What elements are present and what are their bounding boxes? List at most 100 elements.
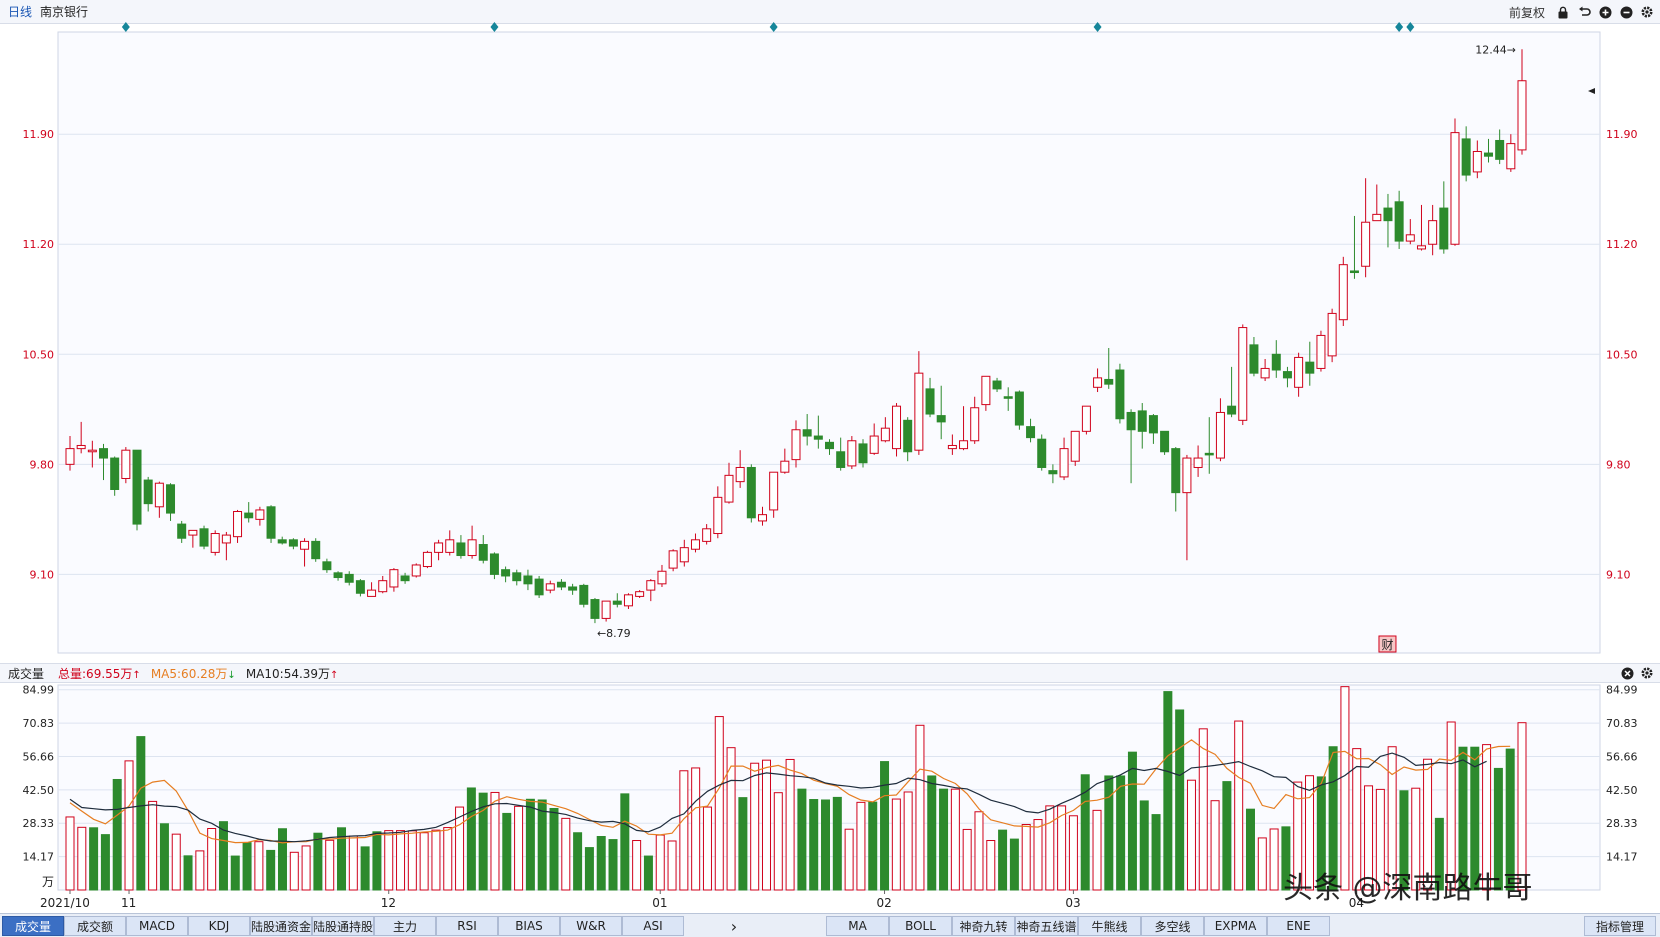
candle-body bbox=[523, 575, 533, 585]
candle-body bbox=[456, 542, 466, 557]
price-axis-label-left: 10.50 bbox=[23, 348, 55, 361]
volume-axis-label-right: 14.17 bbox=[1606, 851, 1638, 864]
candle-body bbox=[556, 581, 566, 588]
price-axis-label-right: 10.50 bbox=[1606, 348, 1638, 361]
volume-bar bbox=[419, 832, 429, 891]
candle-body bbox=[590, 599, 600, 619]
candle-body bbox=[121, 449, 131, 479]
volume-axis-label-left: 14.17 bbox=[23, 851, 55, 864]
chart-header: 日线 南京银行 前复权 bbox=[0, 0, 1660, 24]
candle-body bbox=[1215, 411, 1225, 459]
indicator-tab[interactable]: 成交额 bbox=[64, 916, 126, 936]
financial-report-marker bbox=[1378, 635, 1397, 653]
candle-body bbox=[478, 544, 488, 561]
volume-axis-label-right: 56.66 bbox=[1606, 750, 1638, 763]
overlay-tab[interactable]: MA bbox=[826, 916, 889, 936]
candle-body bbox=[1238, 327, 1248, 421]
current-price-pointer-icon bbox=[1588, 88, 1595, 94]
gear-icon[interactable] bbox=[1640, 666, 1654, 680]
candle-body bbox=[154, 482, 164, 508]
volume-bar bbox=[1352, 748, 1362, 891]
undo-icon[interactable] bbox=[1577, 5, 1591, 19]
x-axis-date-label: 04 bbox=[1349, 896, 1364, 910]
volume-bar bbox=[1328, 746, 1338, 891]
candle-body bbox=[1148, 415, 1158, 434]
candle-body bbox=[892, 405, 902, 450]
candle-body bbox=[746, 466, 756, 519]
price-axis-label-left: 11.20 bbox=[23, 238, 55, 251]
candle-body bbox=[110, 457, 120, 490]
candle-body bbox=[1428, 220, 1438, 245]
volume-bar bbox=[549, 807, 559, 891]
lock-icon[interactable] bbox=[1556, 5, 1570, 19]
volume-bar bbox=[620, 793, 630, 891]
adjust-selector[interactable]: 前复权 bbox=[1508, 5, 1545, 20]
candle-body bbox=[1361, 221, 1371, 267]
indicator-tab[interactable]: 成交量 bbox=[2, 916, 64, 936]
candle-body bbox=[679, 547, 689, 563]
volume-bar bbox=[1434, 817, 1444, 891]
overlay-tab[interactable]: 多空线 bbox=[1141, 916, 1204, 936]
close-icon[interactable] bbox=[1620, 666, 1634, 680]
x-axis-date-label: 01 bbox=[652, 896, 667, 910]
price-chart[interactable]: 9.10 9.10 9.80 9.80 10.50 10.50 11.20 11.20 11.9… bbox=[0, 0, 1660, 663]
candle-body bbox=[825, 441, 835, 450]
volume-bar bbox=[1399, 790, 1409, 891]
overlay-tab[interactable]: 神奇五线谱 bbox=[1015, 916, 1078, 936]
volume-bar bbox=[1033, 819, 1043, 891]
volume-bar bbox=[821, 799, 831, 891]
indicator-tab[interactable]: 主力 bbox=[374, 916, 436, 936]
volume-bar bbox=[738, 797, 748, 891]
period-selector[interactable]: 日线 bbox=[8, 5, 33, 19]
gear-icon[interactable] bbox=[1640, 5, 1654, 19]
candle-body bbox=[501, 569, 511, 577]
candle-body bbox=[970, 407, 980, 442]
indicator-tab[interactable]: MACD bbox=[126, 916, 188, 936]
volume-bar bbox=[1517, 722, 1527, 891]
candle-body bbox=[568, 586, 578, 591]
zoom-in-icon[interactable] bbox=[1598, 5, 1612, 19]
candle-body bbox=[1439, 207, 1449, 250]
volume-bar bbox=[490, 791, 500, 891]
volume-bar bbox=[384, 830, 394, 891]
candle-body bbox=[780, 460, 790, 473]
candle-body bbox=[1472, 150, 1482, 173]
volume-bar bbox=[643, 855, 653, 891]
candle-body bbox=[635, 591, 645, 597]
candle-body bbox=[858, 443, 868, 464]
chevron-right-icon[interactable]: › bbox=[730, 916, 738, 936]
overlay-tab[interactable]: 牛熊线 bbox=[1078, 916, 1141, 936]
candle-body bbox=[1517, 80, 1527, 151]
volume-bar bbox=[632, 840, 642, 891]
indicator-tab[interactable]: BIAS bbox=[498, 916, 560, 936]
candle-body bbox=[880, 427, 890, 442]
candle-body bbox=[1405, 234, 1415, 242]
volume-bar bbox=[112, 778, 122, 891]
indicator-tab[interactable]: ASI bbox=[622, 916, 684, 936]
overlay-tab[interactable]: ENE bbox=[1267, 916, 1330, 936]
volume-bar bbox=[927, 775, 937, 891]
volume-bar bbox=[998, 829, 1008, 891]
overlay-tab[interactable]: BOLL bbox=[889, 916, 952, 936]
zoom-out-icon[interactable] bbox=[1619, 5, 1633, 19]
overlay-tab[interactable]: EXPMA bbox=[1204, 916, 1267, 936]
candle-body bbox=[981, 375, 991, 406]
indicator-tab[interactable]: KDJ bbox=[188, 916, 250, 936]
candle-body bbox=[1059, 448, 1069, 478]
volume-bar bbox=[266, 849, 276, 891]
candle-body bbox=[233, 511, 243, 538]
indicator-tab[interactable]: RSI bbox=[436, 916, 498, 936]
volume-bar bbox=[242, 842, 252, 891]
volume-bar bbox=[466, 787, 476, 891]
candle-body bbox=[724, 474, 734, 503]
event-marker-icon bbox=[769, 22, 778, 32]
overlay-tab[interactable]: 神奇九转 bbox=[952, 916, 1015, 936]
candle-body bbox=[925, 388, 935, 415]
candle-body bbox=[288, 539, 298, 547]
indicator-tab[interactable]: 陆股通资金 bbox=[250, 916, 312, 936]
indicator-manage-button[interactable]: 指标管理 bbox=[1584, 916, 1656, 936]
event-marker-icon bbox=[1093, 22, 1102, 32]
indicator-tab[interactable]: W&R bbox=[560, 916, 622, 936]
indicator-tab[interactable]: 陆股通持股 bbox=[312, 916, 374, 936]
x-axis-date-label: 2021/10 bbox=[40, 896, 90, 910]
